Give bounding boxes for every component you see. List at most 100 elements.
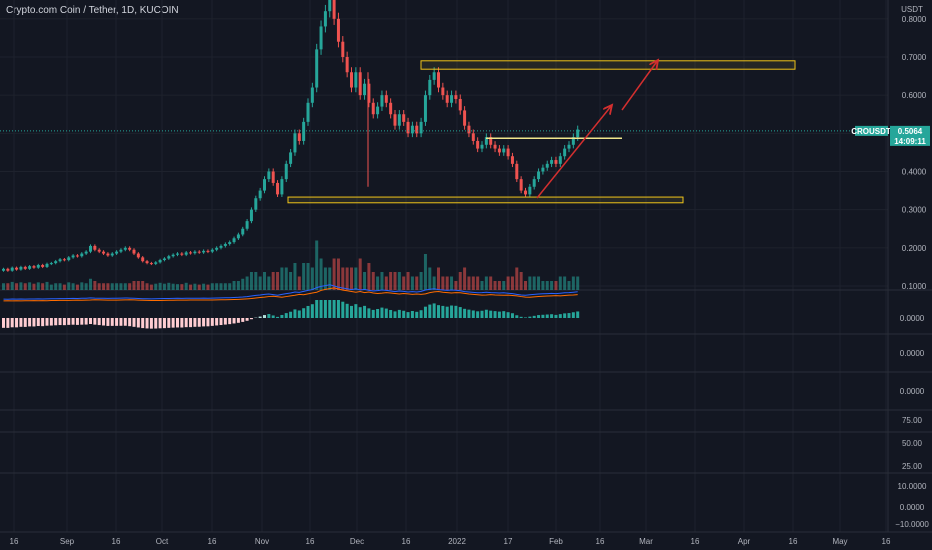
macd-bar [380,307,384,318]
macd-bar [336,300,340,318]
macd-bar [180,318,184,328]
candle [193,251,197,254]
candle [67,257,71,261]
volume-bar [62,284,66,290]
macd-bar [293,309,297,318]
candle [441,87,445,96]
time-tick-label: Nov [255,537,269,546]
macd-bar [563,313,567,318]
volume-bar [310,267,314,290]
macd-bar [28,318,32,327]
candle [510,156,514,164]
candle [302,121,306,141]
candle [110,253,114,256]
volume-bar [145,283,149,290]
time-tick-label: Oct [156,537,169,546]
macd-bar [510,313,514,318]
rsi-tick-label: 25.00 [902,462,923,471]
macd-bar [476,311,480,318]
volume-bar [106,283,110,290]
macd-bar [258,316,262,318]
volume-bar [176,284,179,290]
volume-bar [397,272,401,290]
time-tick-label: Feb [549,537,563,546]
candle [158,260,162,263]
volume-bar [380,272,384,290]
time-tick-label: 16 [208,537,217,546]
volume-bar [497,281,501,290]
candle [180,253,184,255]
candle [489,137,493,145]
macd-bar [441,305,445,318]
candle [58,259,62,262]
volume-bar [541,281,545,290]
volume-bar [336,258,340,290]
candle [215,247,219,250]
macd-bar [236,318,240,323]
time-tick-label: 2022 [448,537,466,546]
volume-bar [110,283,114,290]
volume-bar [84,283,88,290]
volume-bar [71,283,75,290]
volume-bar [423,254,427,290]
macd-bar [480,310,484,318]
macd-bar [219,318,223,326]
price-tick-label: 0.3000 [902,206,927,215]
macd-bar [149,318,153,329]
macd-bar [397,309,401,318]
volume-bar [567,281,571,290]
volume-bar [2,283,5,290]
candle [563,148,567,157]
macd-bar [106,318,110,326]
volume-bar [306,263,310,290]
resistance-zone [420,60,796,70]
macd-bar [223,318,227,325]
macd-bar [67,318,71,325]
candle [23,266,27,269]
volume-bar [232,281,236,290]
volume-bar [97,283,101,290]
candle [254,198,258,210]
volume-bar [162,283,166,290]
candle [519,179,523,191]
volume-bar [249,272,253,290]
macd-bar [206,318,210,327]
volume-bar [402,276,406,290]
macd-bar [271,315,275,318]
macd-bar [358,307,362,318]
macd-bar [263,315,266,318]
volume-bar [471,276,475,290]
macd-bar [541,314,545,318]
candle [458,98,462,111]
macd-bar [289,311,293,318]
macd-bar [532,315,536,318]
volume-bar [254,272,258,290]
volume-bar [210,283,214,290]
macd-bar [97,318,101,326]
candle [132,249,136,254]
candle [293,133,297,153]
price-tick-label: 0.8000 [902,15,927,24]
volume-bar [93,281,97,290]
last-price-label: 0.5064 [898,127,923,136]
macd-bar [41,318,45,327]
time-tick-label: 16 [306,537,315,546]
volume-bar [293,263,297,290]
macd-bar [32,318,36,327]
candle [280,179,284,195]
volume-bar [489,276,493,290]
volume-bar [132,281,136,290]
countdown-label: 14:09:11 [894,137,926,146]
candle [80,253,84,257]
volume-bar [484,276,488,290]
time-tick-label: Dec [350,537,364,546]
candle [184,252,188,255]
volume-bar [215,283,219,290]
volume-bar [406,272,410,290]
candle [167,256,171,259]
time-tick-label: 16 [596,537,605,546]
candle [341,41,345,57]
candle [189,252,193,254]
candle [336,18,340,42]
